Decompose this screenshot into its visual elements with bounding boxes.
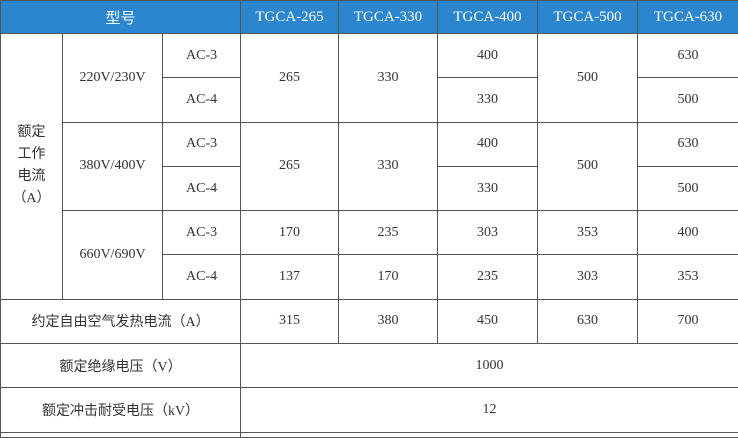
category-cell: AC-3 (163, 211, 241, 255)
voltage-cell: 380V/400V (63, 122, 163, 211)
value-cell: 700 (638, 299, 738, 343)
model-col: TGCA-400 (438, 1, 538, 34)
value-cell: 500 (538, 122, 638, 211)
label-line: 工作 (1, 144, 62, 166)
model-col: TGCA-265 (241, 1, 339, 34)
table-row: 660V/690V AC-3 170 235 303 353 400 (1, 211, 738, 255)
value-cell: 450 (438, 299, 538, 343)
value-cell: 400 (438, 34, 538, 78)
value-cell: 235 (438, 255, 538, 299)
value-cell: 330 (339, 34, 438, 123)
value-cell: 630 (638, 122, 738, 166)
label-line: （A） (1, 188, 62, 210)
value-cell: 315 (241, 299, 339, 343)
category-cell: AC-4 (163, 78, 241, 122)
insulation-voltage-row: 额定绝缘电压（V） 1000 (1, 344, 738, 388)
value-cell: 1000 (241, 344, 738, 388)
value-cell: 303 (538, 255, 638, 299)
value-cell: 500 (538, 34, 638, 123)
value-cell: 400 (638, 211, 738, 255)
category-cell: AC-3 (163, 34, 241, 78)
value-cell: 630 (538, 299, 638, 343)
impulse-voltage-row: 额定冲击耐受电压（kV） 12 (1, 388, 738, 432)
value-cell: 330 (339, 122, 438, 211)
label-line: 电流 (1, 166, 62, 188)
value-cell: 235 (339, 211, 438, 255)
value-cell: 170 (241, 211, 339, 255)
model-header: 型号 (1, 1, 241, 34)
value-cell: 265 (241, 122, 339, 211)
value-cell: 353 (538, 211, 638, 255)
row-label: 额定冲击耐受电压（kV） (1, 388, 241, 432)
category-cell: AC-4 (163, 166, 241, 210)
rated-current-label: 额定 工作 电流 （A） (1, 34, 63, 300)
model-col: TGCA-630 (638, 1, 738, 34)
value-cell: 330 (438, 78, 538, 122)
model-col: TGCA-500 (538, 1, 638, 34)
label-line: 额定 (1, 122, 62, 144)
row-label: 约定自由空气发热电流（A） (1, 299, 241, 343)
value-cell: 265 (241, 34, 339, 123)
value-cell: 400 (438, 122, 538, 166)
value-cell: 500 (638, 166, 738, 210)
model-col: TGCA-330 (339, 1, 438, 34)
thermal-current-row: 约定自由空气发热电流（A） 315 380 450 630 700 (1, 299, 738, 343)
table-row: 额定 工作 电流 （A） 220V/230V AC-3 265 330 400 … (1, 34, 738, 78)
voltage-cell: 660V/690V (63, 211, 163, 300)
value-cell: 330 (438, 166, 538, 210)
value-cell: 303 (438, 211, 538, 255)
category-cell: AC-4 (163, 255, 241, 299)
header-row: 型号 TGCA-265 TGCA-330 TGCA-400 TGCA-500 T… (1, 1, 738, 34)
category-cell: AC-3 (163, 122, 241, 166)
value-cell: 380 (339, 299, 438, 343)
value-cell: 137 (241, 255, 339, 299)
voltage-cell: 220V/230V (63, 34, 163, 123)
value-cell: 170 (339, 255, 438, 299)
row-label: 额定绝缘电压（V） (1, 344, 241, 388)
value-cell: 353 (638, 255, 738, 299)
value-cell: 500 (638, 78, 738, 122)
table-row: 380V/400V AC-3 265 330 400 500 630 (1, 122, 738, 166)
value-cell: 12 (241, 388, 738, 432)
value-cell: 630 (638, 34, 738, 78)
